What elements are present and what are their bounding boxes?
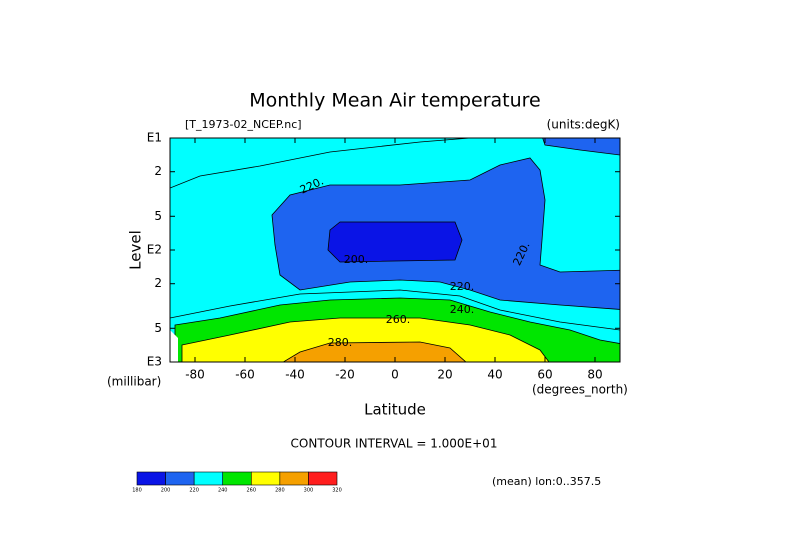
colorbar-box	[222, 471, 252, 486]
colorbar-box	[165, 471, 195, 486]
colorbar-box	[193, 471, 224, 486]
y-tick-label: 2	[154, 276, 162, 290]
x-tick-label: -40	[285, 368, 305, 382]
mean-label: (mean) lon:0..357.5	[492, 475, 601, 488]
contour-label: 260.	[386, 313, 411, 326]
y-tick-label: 5	[154, 321, 162, 335]
x-tick-label: 80	[587, 368, 602, 382]
y-tick-label: E2	[147, 243, 162, 257]
contour-line	[170, 138, 471, 189]
x-tick-label: -80	[185, 368, 205, 382]
colorbar-label: 240	[218, 488, 228, 494]
x-tick-label: -20	[335, 368, 355, 382]
y-tick-label: 5	[154, 209, 162, 223]
contour-interval: CONTOUR INTERVAL = 1.000E+01	[291, 437, 498, 451]
colorbar-label: 180	[132, 488, 142, 494]
colorbar-label: 300	[304, 488, 314, 494]
colorbar-box	[250, 471, 281, 486]
contour-label: 220.	[450, 280, 475, 293]
contour-fills: 220.200. 220.220.240.260.280.	[170, 138, 620, 362]
y-unit-label: (millibar)	[107, 375, 161, 389]
contour-band	[282, 341, 467, 362]
file-label: [T_1973-02_NCEP.nc]	[185, 118, 302, 131]
units-label: (units:degK)	[547, 118, 620, 132]
x-axis-label: Latitude	[364, 401, 426, 419]
x-tick-label: 40	[487, 368, 502, 382]
colorbar-label: 260	[247, 488, 257, 494]
y-tick-label: E1	[147, 131, 162, 145]
contour-label: 280.	[328, 336, 353, 349]
colorbar-label: 200	[161, 488, 171, 494]
y-axis-label: Level	[127, 230, 145, 270]
colorbar-box	[308, 471, 338, 486]
colorbar-box	[279, 471, 309, 486]
y-tick-label: 2	[154, 164, 162, 178]
contour-label: 240.	[450, 303, 475, 316]
x-unit-label: (degrees_north)	[532, 383, 628, 397]
contour-label: 200.	[344, 253, 369, 266]
x-tick-label: -60	[235, 368, 255, 382]
colorbar-label: 320	[332, 488, 342, 494]
contour-band	[542, 138, 620, 156]
axes: -80 -60 -40 -20 0 20 40 60 80 E1 2 5 E2 2 5 E3	[147, 131, 621, 382]
contour-band	[181, 317, 550, 362]
y-tick-label: E3	[147, 355, 162, 369]
chart-title: Monthly Mean Air temperature	[249, 90, 540, 112]
x-tick-label: 0	[391, 368, 399, 382]
contour-band	[327, 221, 463, 263]
colorbar-box	[136, 471, 166, 486]
colorbar-label: 280	[275, 488, 285, 494]
x-tick-label: 60	[537, 368, 552, 382]
missing-data	[170, 330, 178, 362]
contour-line	[170, 289, 620, 331]
colorbar-label: 220	[189, 488, 199, 494]
x-tick-label: 20	[437, 368, 452, 382]
